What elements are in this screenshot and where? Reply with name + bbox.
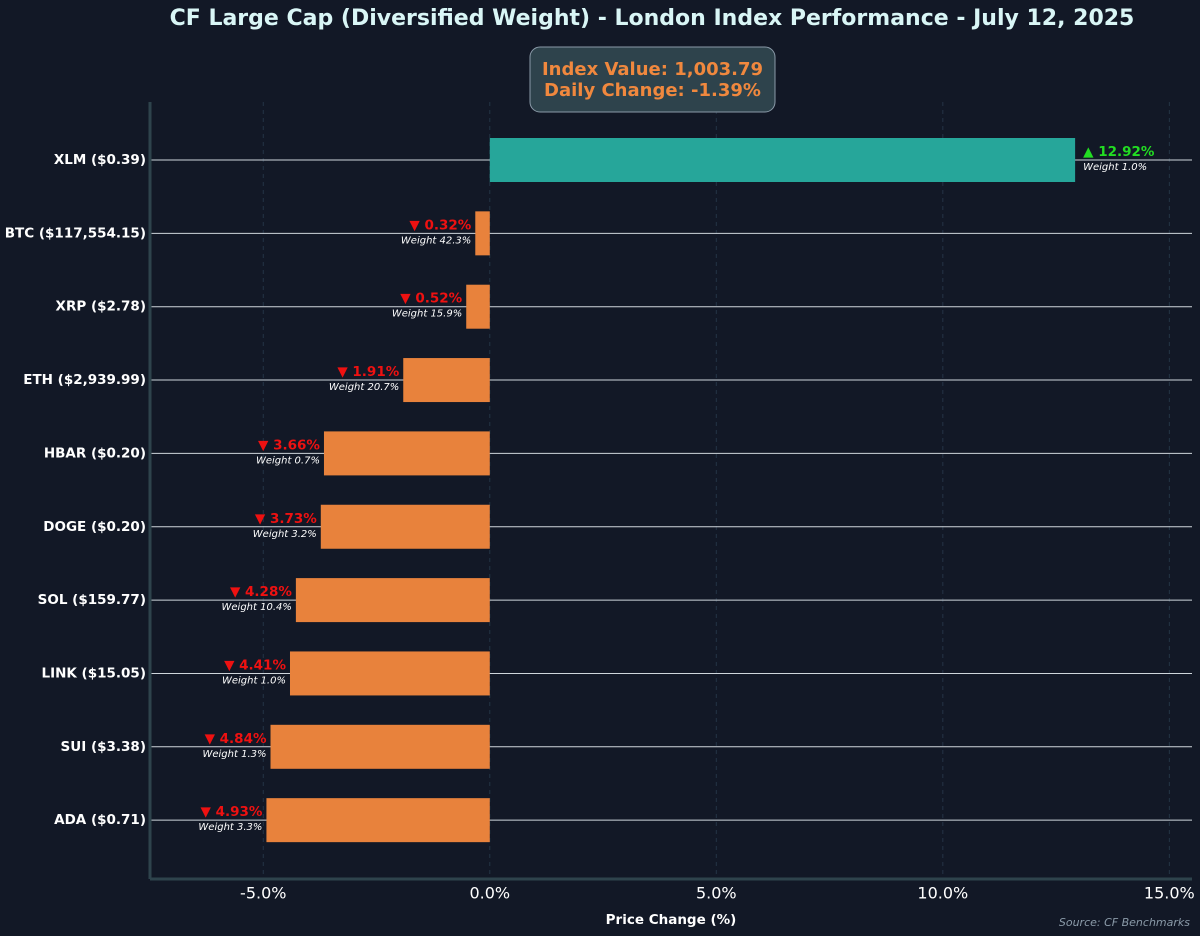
weight-label: Weight 1.3%: [202, 749, 266, 760]
daily-change-text: Daily Change: -1.39%: [544, 80, 761, 101]
value-label: ▼ 4.84%: [205, 731, 267, 747]
bar: [466, 284, 490, 329]
value-label: ▼ 4.41%: [224, 657, 286, 673]
weight-label: Weight 3.3%: [198, 822, 262, 833]
value-label: ▲ 12.92%: [1083, 144, 1155, 160]
bar: [320, 504, 490, 549]
bar: [266, 798, 490, 843]
bar: [475, 211, 490, 256]
bar: [489, 138, 1076, 182]
value-label: ▼ 0.52%: [400, 291, 462, 307]
weight-label: Weight 20.7%: [329, 382, 399, 393]
category-label: SUI ($3.38): [61, 739, 146, 755]
category-label: SOL ($159.77): [38, 592, 146, 608]
value-label: ▼ 3.66%: [258, 437, 320, 453]
weight-label: Weight 1.0%: [1083, 162, 1147, 173]
value-label: ▼ 3.73%: [255, 511, 317, 527]
weight-label: Weight 1.0%: [222, 675, 286, 686]
bar: [295, 578, 490, 623]
x-tick-label: 5.0%: [696, 884, 737, 903]
bars: [266, 138, 1076, 843]
category-label: DOGE ($0.20): [43, 519, 146, 535]
x-tick-label: 10.0%: [917, 884, 968, 903]
info-box: Index Value: 1,003.79 Daily Change: -1.3…: [529, 46, 776, 113]
x-tick-label: 15.0%: [1144, 884, 1195, 903]
weight-label: Weight 42.3%: [401, 235, 471, 246]
value-label: ▼ 1.91%: [337, 364, 399, 380]
category-label: ADA ($0.71): [54, 812, 146, 828]
index-value-text: Index Value: 1,003.79: [542, 59, 763, 80]
value-label: ▼ 4.93%: [201, 804, 263, 820]
x-tick-labels: -5.0% 0.0% 5.0% 10.0% 15.0%: [240, 884, 1195, 903]
bar: [403, 358, 490, 403]
bar: [323, 431, 490, 476]
chart-title: CF Large Cap (Diversified Weight) - Lond…: [170, 6, 1135, 31]
x-tick-label: -5.0%: [240, 884, 286, 903]
category-label: LINK ($15.05): [41, 665, 146, 681]
weight-label: Weight 0.7%: [256, 455, 320, 466]
row-lines: [150, 159, 1192, 821]
category-label: BTC ($117,554.15): [5, 225, 146, 241]
bar: [270, 724, 490, 769]
category-label: HBAR ($0.20): [44, 445, 146, 461]
info-box-background: [529, 46, 776, 113]
value-label: ▼ 0.32%: [409, 217, 471, 233]
x-tick-label: 0.0%: [469, 884, 510, 903]
weight-label: Weight 15.9%: [392, 309, 462, 320]
category-label: ETH ($2,939.99): [23, 372, 146, 388]
category-labels: XLM ($0.39) BTC ($117,554.15) XRP ($2.78) E…: [5, 152, 146, 828]
value-label: ▼ 4.28%: [230, 584, 292, 600]
source-note: Source: CF Benchmarks: [1059, 916, 1190, 929]
bar-labels: ▲ 12.92% Weight 1.0% ▼ 0.32% Weight 42.3% ▼ …: [198, 144, 1154, 833]
weight-label: Weight 10.4%: [222, 602, 292, 613]
bar: [289, 651, 490, 696]
x-axis-label: Price Change (%): [606, 912, 737, 928]
category-label: XRP ($2.78): [56, 299, 146, 315]
weight-label: Weight 3.2%: [253, 529, 317, 540]
category-label: XLM ($0.39): [54, 152, 146, 168]
